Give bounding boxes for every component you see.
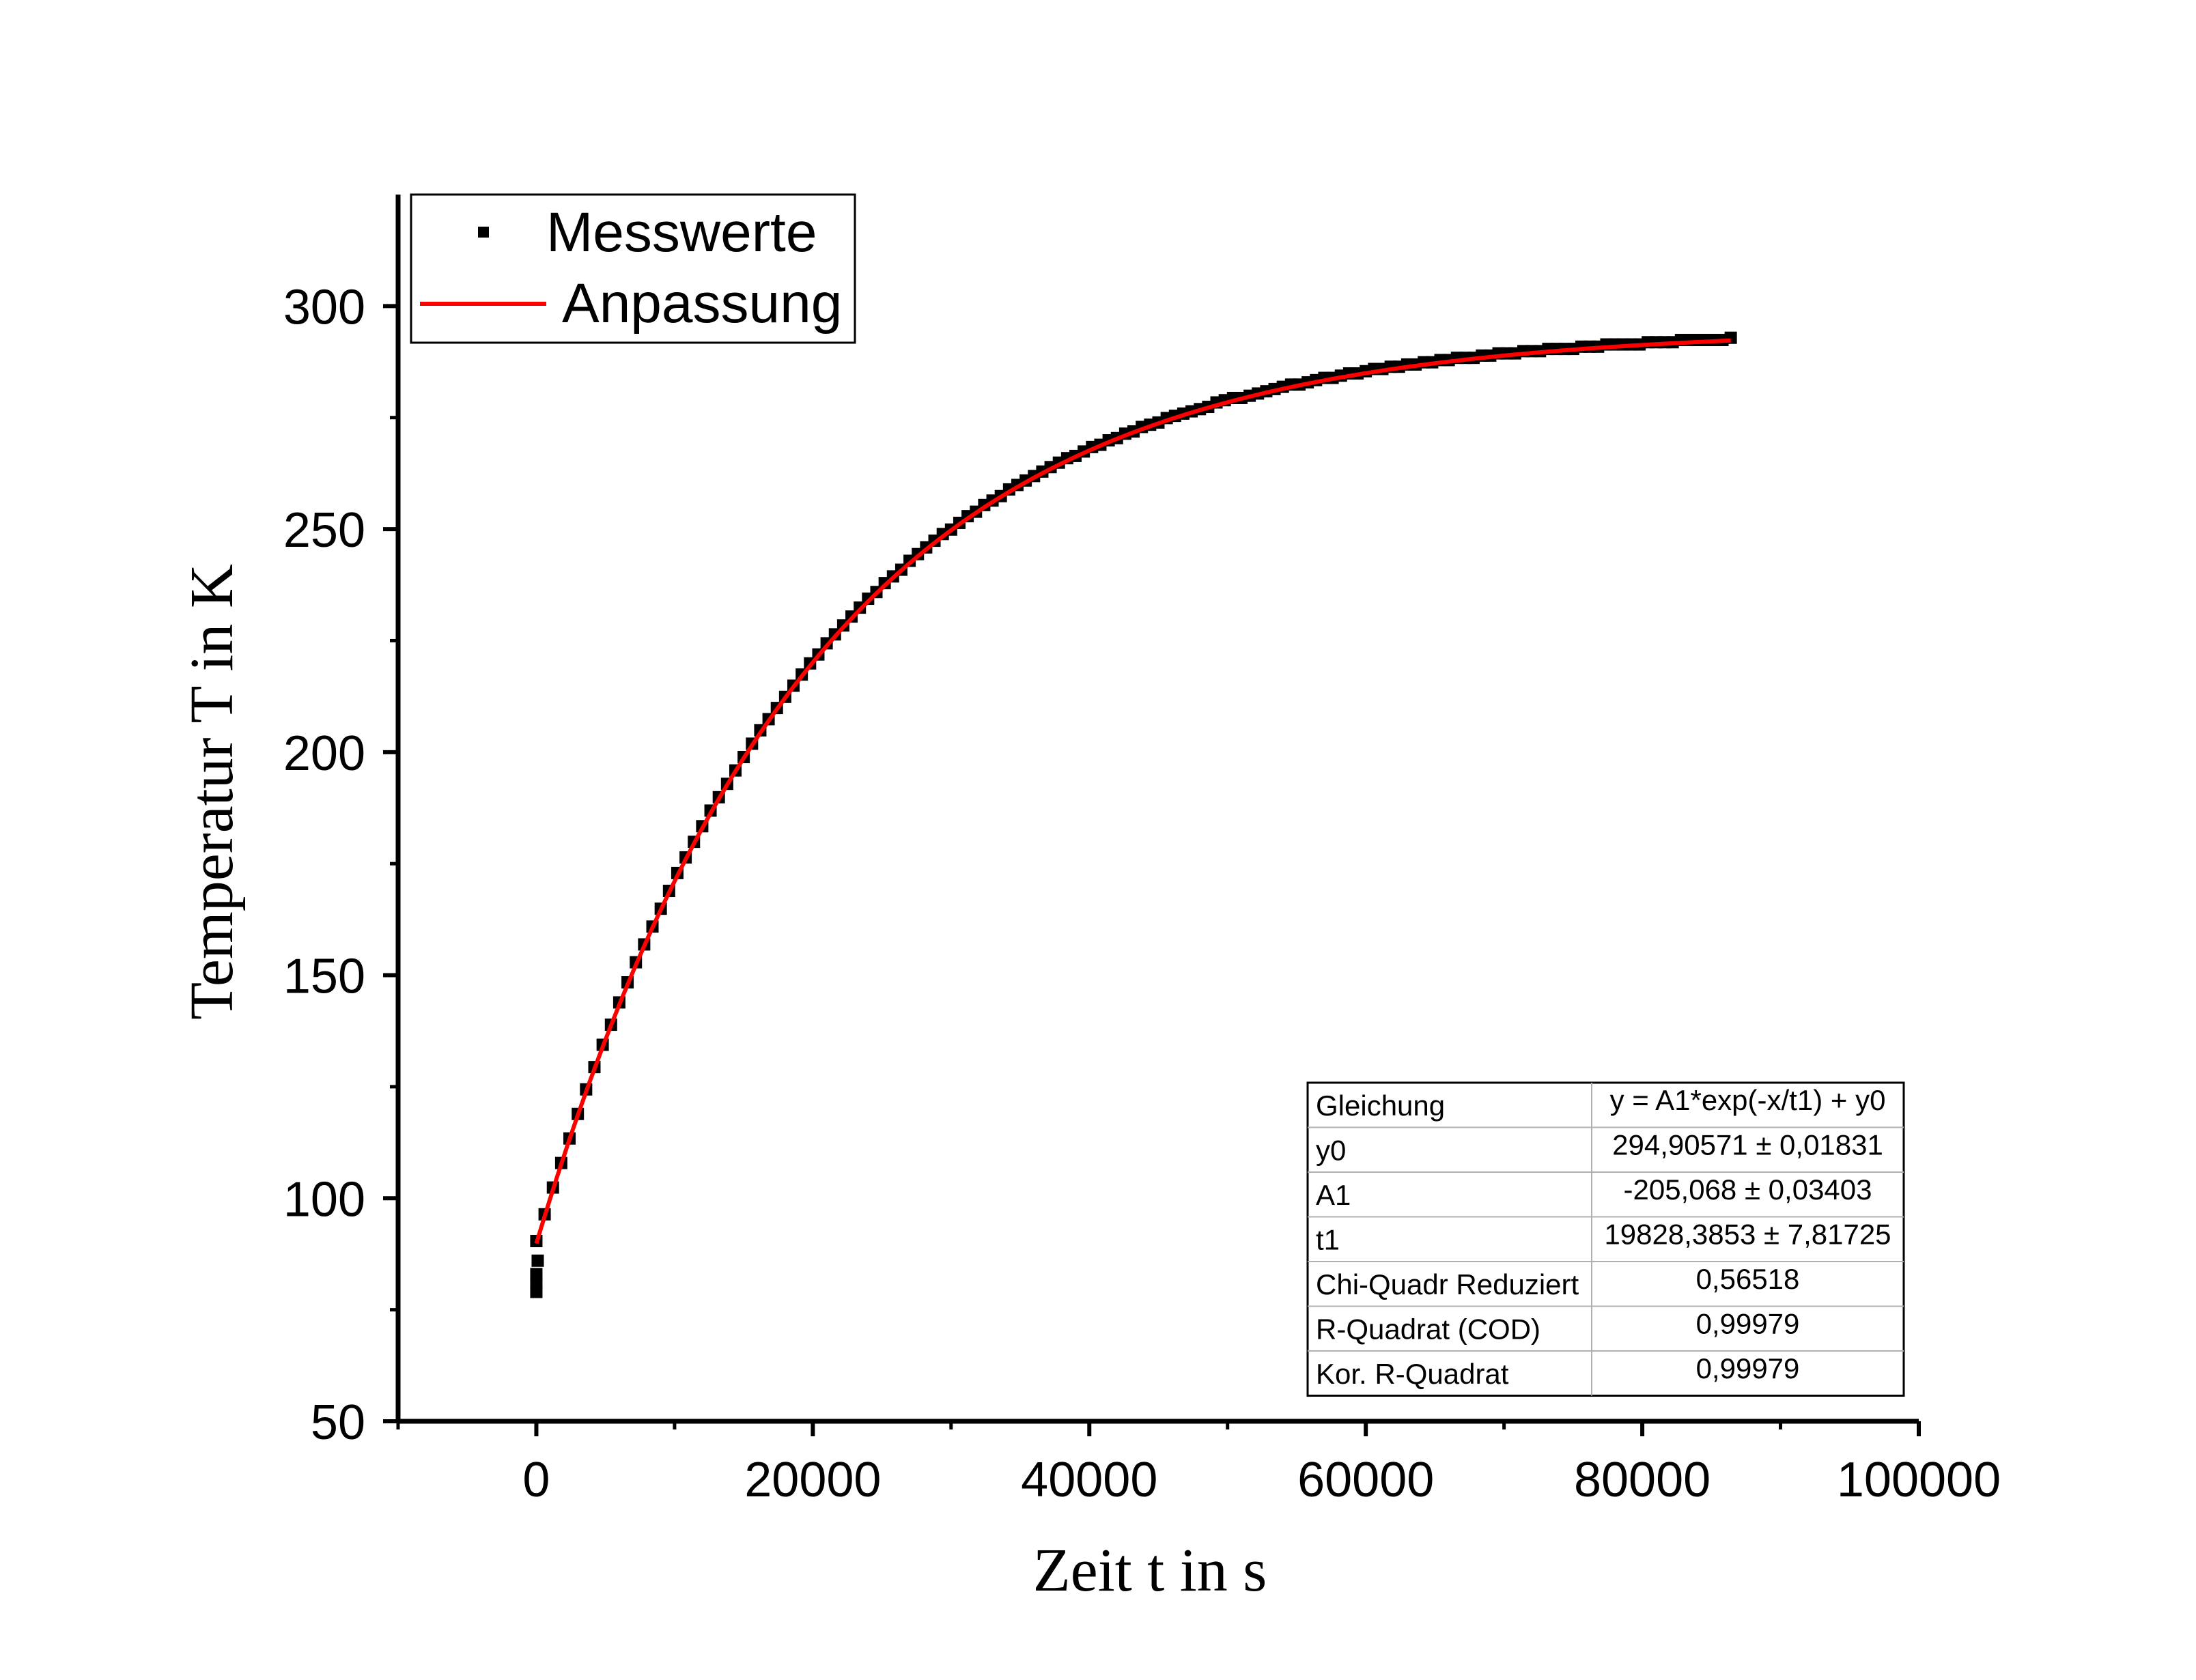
x-tick-label: 0 — [522, 1453, 550, 1507]
table-frame — [1306, 1081, 1905, 1397]
table-cell-value: -205,068 ± 0,03403 — [1623, 1173, 1872, 1206]
legend-label: Anpassung — [562, 272, 842, 334]
table-cell-label: A1 — [1316, 1179, 1351, 1211]
table-cell-value: 294,90571 ± 0,01831 — [1612, 1129, 1883, 1161]
x-tick-label: 60000 — [1297, 1453, 1434, 1507]
legend-box — [410, 193, 856, 344]
y-tick-label: 300 — [283, 280, 365, 334]
table-cell-value: 0,99979 — [1696, 1308, 1800, 1340]
y-tick-label: 50 — [311, 1395, 365, 1450]
y-tick-label: 200 — [283, 726, 365, 781]
x-tick-label: 80000 — [1574, 1453, 1711, 1507]
table-cell-value: 0,99979 — [1696, 1352, 1800, 1384]
table-cell-label: t1 — [1316, 1224, 1340, 1256]
table-cell-label: Chi-Quadr Reduziert — [1316, 1268, 1579, 1300]
table-cell-value: y = A1*exp(-x/t1) + y0 — [1610, 1084, 1886, 1116]
table-cell-value: 0,56518 — [1696, 1263, 1800, 1295]
table-cell-label: Kor. R-Quadrat — [1316, 1358, 1509, 1390]
x-axis-title: Zeit t in s — [1033, 1537, 1267, 1604]
data-point — [530, 1268, 543, 1281]
fit-line — [534, 338, 1731, 1244]
x-tick-label: 40000 — [1021, 1453, 1157, 1507]
legend-marker-square — [478, 227, 489, 238]
legend: Messwerte Anpassung — [410, 193, 856, 344]
fit-results-table: Gleichung y = A1*exp(-x/t1) + y0 y0 294,905… — [1306, 1081, 1905, 1397]
table-cell-label: y0 — [1316, 1135, 1346, 1167]
y-tick-label: 100 — [283, 1172, 365, 1227]
data-point — [531, 1254, 544, 1267]
y-tick-label: 250 — [283, 503, 365, 558]
table-cell-label: R-Quadrat (COD) — [1316, 1313, 1540, 1346]
legend-label: Messwerte — [546, 201, 817, 264]
x-tick-label: 20000 — [744, 1453, 881, 1507]
table-cell-value: 19828,3853 ± 7,81725 — [1604, 1219, 1891, 1251]
x-tick-label: 100000 — [1837, 1453, 2001, 1507]
y-tick-label: 150 — [283, 950, 365, 1004]
axes-layer: 50 100 150 200 250 300 0 20000 40000 60000 80000 10… — [283, 195, 2001, 1507]
y-axis-title: Temperatur T in K — [178, 564, 246, 1020]
data-layer — [530, 331, 1737, 1298]
table-cell-label: Gleichung — [1316, 1090, 1445, 1122]
